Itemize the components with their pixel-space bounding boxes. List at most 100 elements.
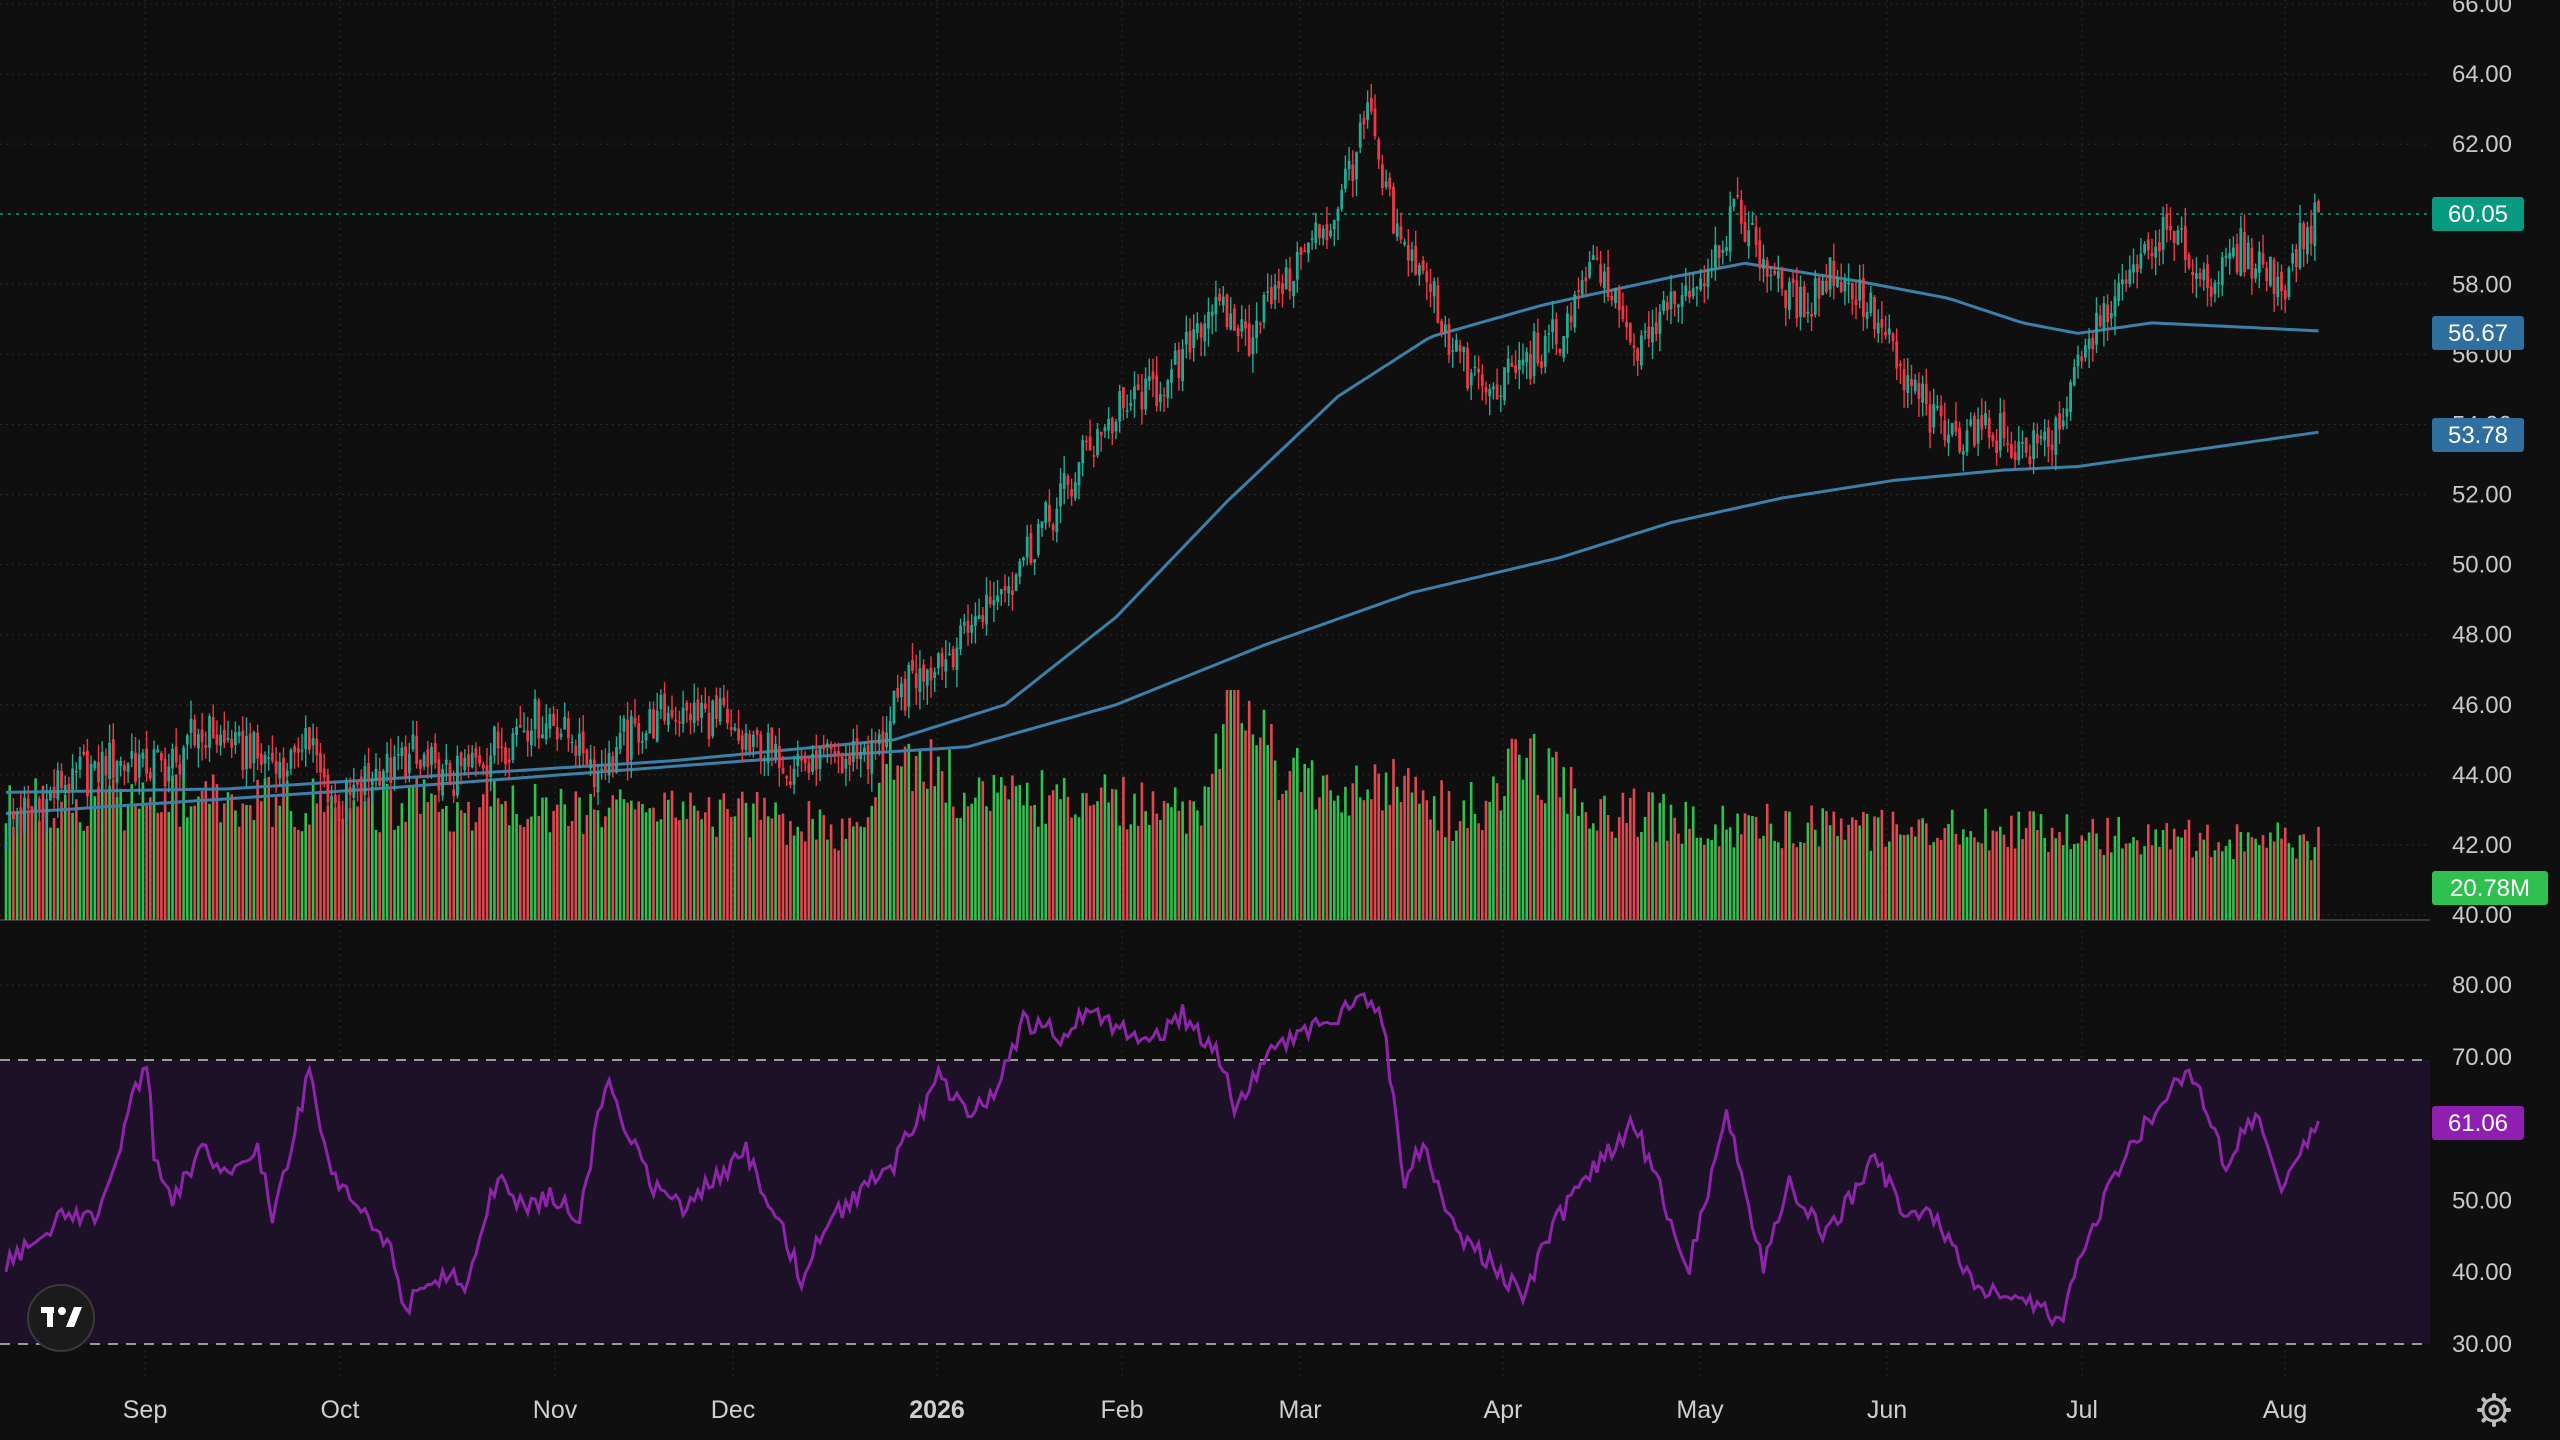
candle	[1584, 266, 1588, 295]
candle	[992, 581, 996, 623]
candle-body	[1577, 290, 1580, 292]
candle-body	[703, 703, 707, 709]
volume-bar	[667, 799, 670, 920]
candle	[296, 737, 300, 768]
candle	[604, 748, 607, 781]
volume-bar	[1932, 842, 1935, 920]
candle-body	[2080, 356, 2084, 362]
candle-body	[622, 718, 626, 732]
volume-bar	[396, 825, 400, 920]
candle-body	[219, 734, 222, 746]
volume-bar	[1040, 770, 1044, 920]
candle-body	[1643, 331, 1647, 333]
candle	[877, 729, 881, 756]
gear-icon[interactable]	[2477, 1393, 2511, 1427]
candle-body	[1680, 295, 1684, 307]
volume-bar	[1854, 819, 1858, 920]
volume-bar	[1477, 823, 1480, 920]
candle	[2195, 257, 2198, 298]
volume-bar	[2121, 848, 2124, 920]
candle-body	[2024, 437, 2028, 453]
candle-body	[1159, 394, 1162, 403]
volume-bar	[515, 813, 518, 920]
candle-body	[1173, 350, 1177, 365]
candle	[885, 715, 888, 751]
volume-bar	[1599, 799, 1602, 920]
volume-bar	[1699, 837, 1702, 920]
candle-body	[1854, 299, 1858, 306]
candle	[1432, 277, 1436, 314]
volume-bar	[1769, 823, 1773, 920]
candle-body	[348, 787, 352, 795]
candle	[781, 755, 785, 775]
volume-bar	[1114, 789, 1118, 920]
candle	[537, 698, 541, 749]
candle	[1144, 367, 1147, 415]
candle-body	[2191, 271, 2195, 275]
candle	[1577, 277, 1580, 309]
volume-bar	[1399, 802, 1403, 920]
volume-bar	[93, 796, 97, 920]
candle-body	[2050, 444, 2054, 451]
candle-body	[337, 805, 341, 822]
candle	[1858, 264, 1862, 309]
candle-body	[489, 755, 493, 778]
candle-body	[581, 731, 585, 754]
candle-body	[419, 759, 422, 769]
candle-body	[1906, 375, 1910, 393]
candle-body	[2287, 267, 2291, 298]
candle	[252, 730, 256, 782]
candle	[1344, 155, 1347, 193]
candle-body	[866, 744, 870, 770]
candle-body	[900, 683, 903, 698]
volume-bar	[219, 822, 222, 920]
volume-bar	[1288, 771, 1292, 920]
candle-body	[870, 740, 874, 774]
candle-body	[1425, 271, 1429, 283]
candle	[1392, 182, 1395, 235]
candle	[1865, 302, 1869, 329]
ma50-value: 56.67	[2448, 320, 2508, 347]
candle-body	[1588, 261, 1591, 278]
volume-bar	[60, 801, 63, 920]
candle-body	[259, 753, 263, 765]
candle	[1085, 435, 1088, 451]
time-axis[interactable]: Sep Oct Nov Dec 2026 Feb Mar Apr May Jun Jul Aug	[123, 1396, 2307, 1424]
volume-bar	[1680, 843, 1684, 920]
candle	[100, 741, 104, 790]
volume-bar	[311, 778, 315, 920]
candle-body	[985, 594, 988, 625]
candle-body	[1510, 363, 1514, 367]
candle-body	[2269, 256, 2272, 286]
candle-body	[2294, 249, 2298, 268]
volume-bar	[674, 817, 677, 920]
volume-bar	[2228, 839, 2231, 920]
candle-body	[692, 702, 696, 724]
candle-body	[1403, 242, 1406, 245]
candle-body	[1817, 277, 1821, 299]
candle	[222, 711, 226, 749]
volume-bar	[1732, 847, 1736, 920]
candle	[2291, 244, 2294, 272]
candle	[2294, 243, 2298, 283]
volume-bar	[174, 774, 178, 920]
candle	[2246, 235, 2250, 270]
volume-bar	[1677, 833, 1680, 920]
candle	[1214, 280, 1218, 332]
volume-bar	[137, 808, 141, 920]
candle	[2132, 248, 2135, 284]
candle	[330, 785, 333, 817]
price-tick-label: 46.00	[2452, 692, 2512, 719]
candle	[2283, 284, 2287, 313]
candle-body	[777, 745, 781, 769]
candle-body	[1924, 384, 1928, 405]
candle	[1299, 246, 1303, 270]
tradingview-logo[interactable]	[27, 1284, 95, 1352]
candle	[637, 714, 641, 755]
candle	[385, 742, 389, 782]
volume-bar	[1573, 788, 1577, 920]
candle-body	[2169, 225, 2172, 231]
volume-bar	[781, 813, 785, 920]
